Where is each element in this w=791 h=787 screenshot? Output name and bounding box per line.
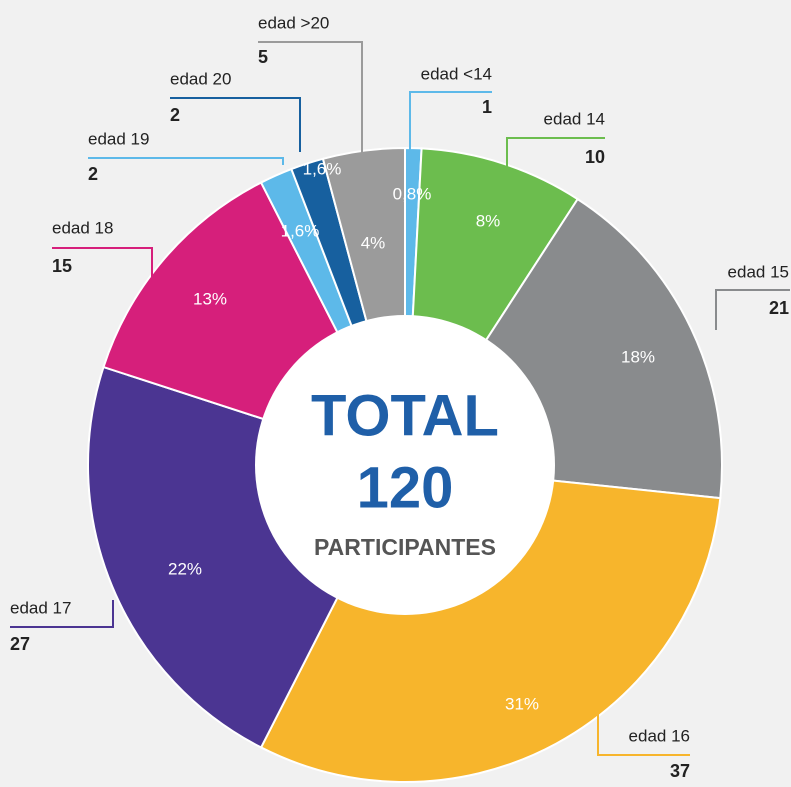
leader-line [10,600,114,628]
count-label: 21 [769,298,789,318]
category-label: edad 17 [10,598,71,617]
percent-label: 8% [476,211,501,230]
percent-label: 18% [621,347,655,366]
leader-line [597,705,690,756]
category-label: edad 20 [170,69,231,88]
leader-line [170,97,301,152]
category-label: edad <14 [421,64,492,83]
count-label: 5 [258,47,268,67]
leader-line [52,247,153,278]
center-subtitle: PARTICIPANTES [314,534,496,560]
category-label: edad 15 [728,262,789,281]
category-label: edad 14 [544,109,605,128]
percent-label: 4% [361,233,386,252]
percent-label: 1,6% [303,159,342,178]
count-label: 37 [670,761,690,781]
count-label: 2 [170,105,180,125]
category-label: edad 19 [88,129,149,148]
leader-line [88,157,284,165]
count-label: 10 [585,147,605,167]
donut-hole [255,315,555,615]
category-label: edad >20 [258,13,329,32]
percent-label: 0,8% [393,184,432,203]
leader-line [409,91,492,157]
percent-label: 22% [168,559,202,578]
center-title: TOTAL [311,383,499,448]
percent-label: 13% [193,289,227,308]
count-label: 27 [10,634,30,654]
count-label: 1 [482,97,492,117]
leader-line [506,137,605,167]
leader-line [715,289,790,330]
count-label: 2 [88,164,98,184]
center-total: 120 [357,455,454,520]
percent-label: 1,6% [281,221,320,240]
category-label: edad 18 [52,218,113,237]
leader-line [258,41,363,157]
count-label: 15 [52,256,72,276]
percent-label: 31% [505,694,539,713]
category-label: edad 16 [629,726,690,745]
